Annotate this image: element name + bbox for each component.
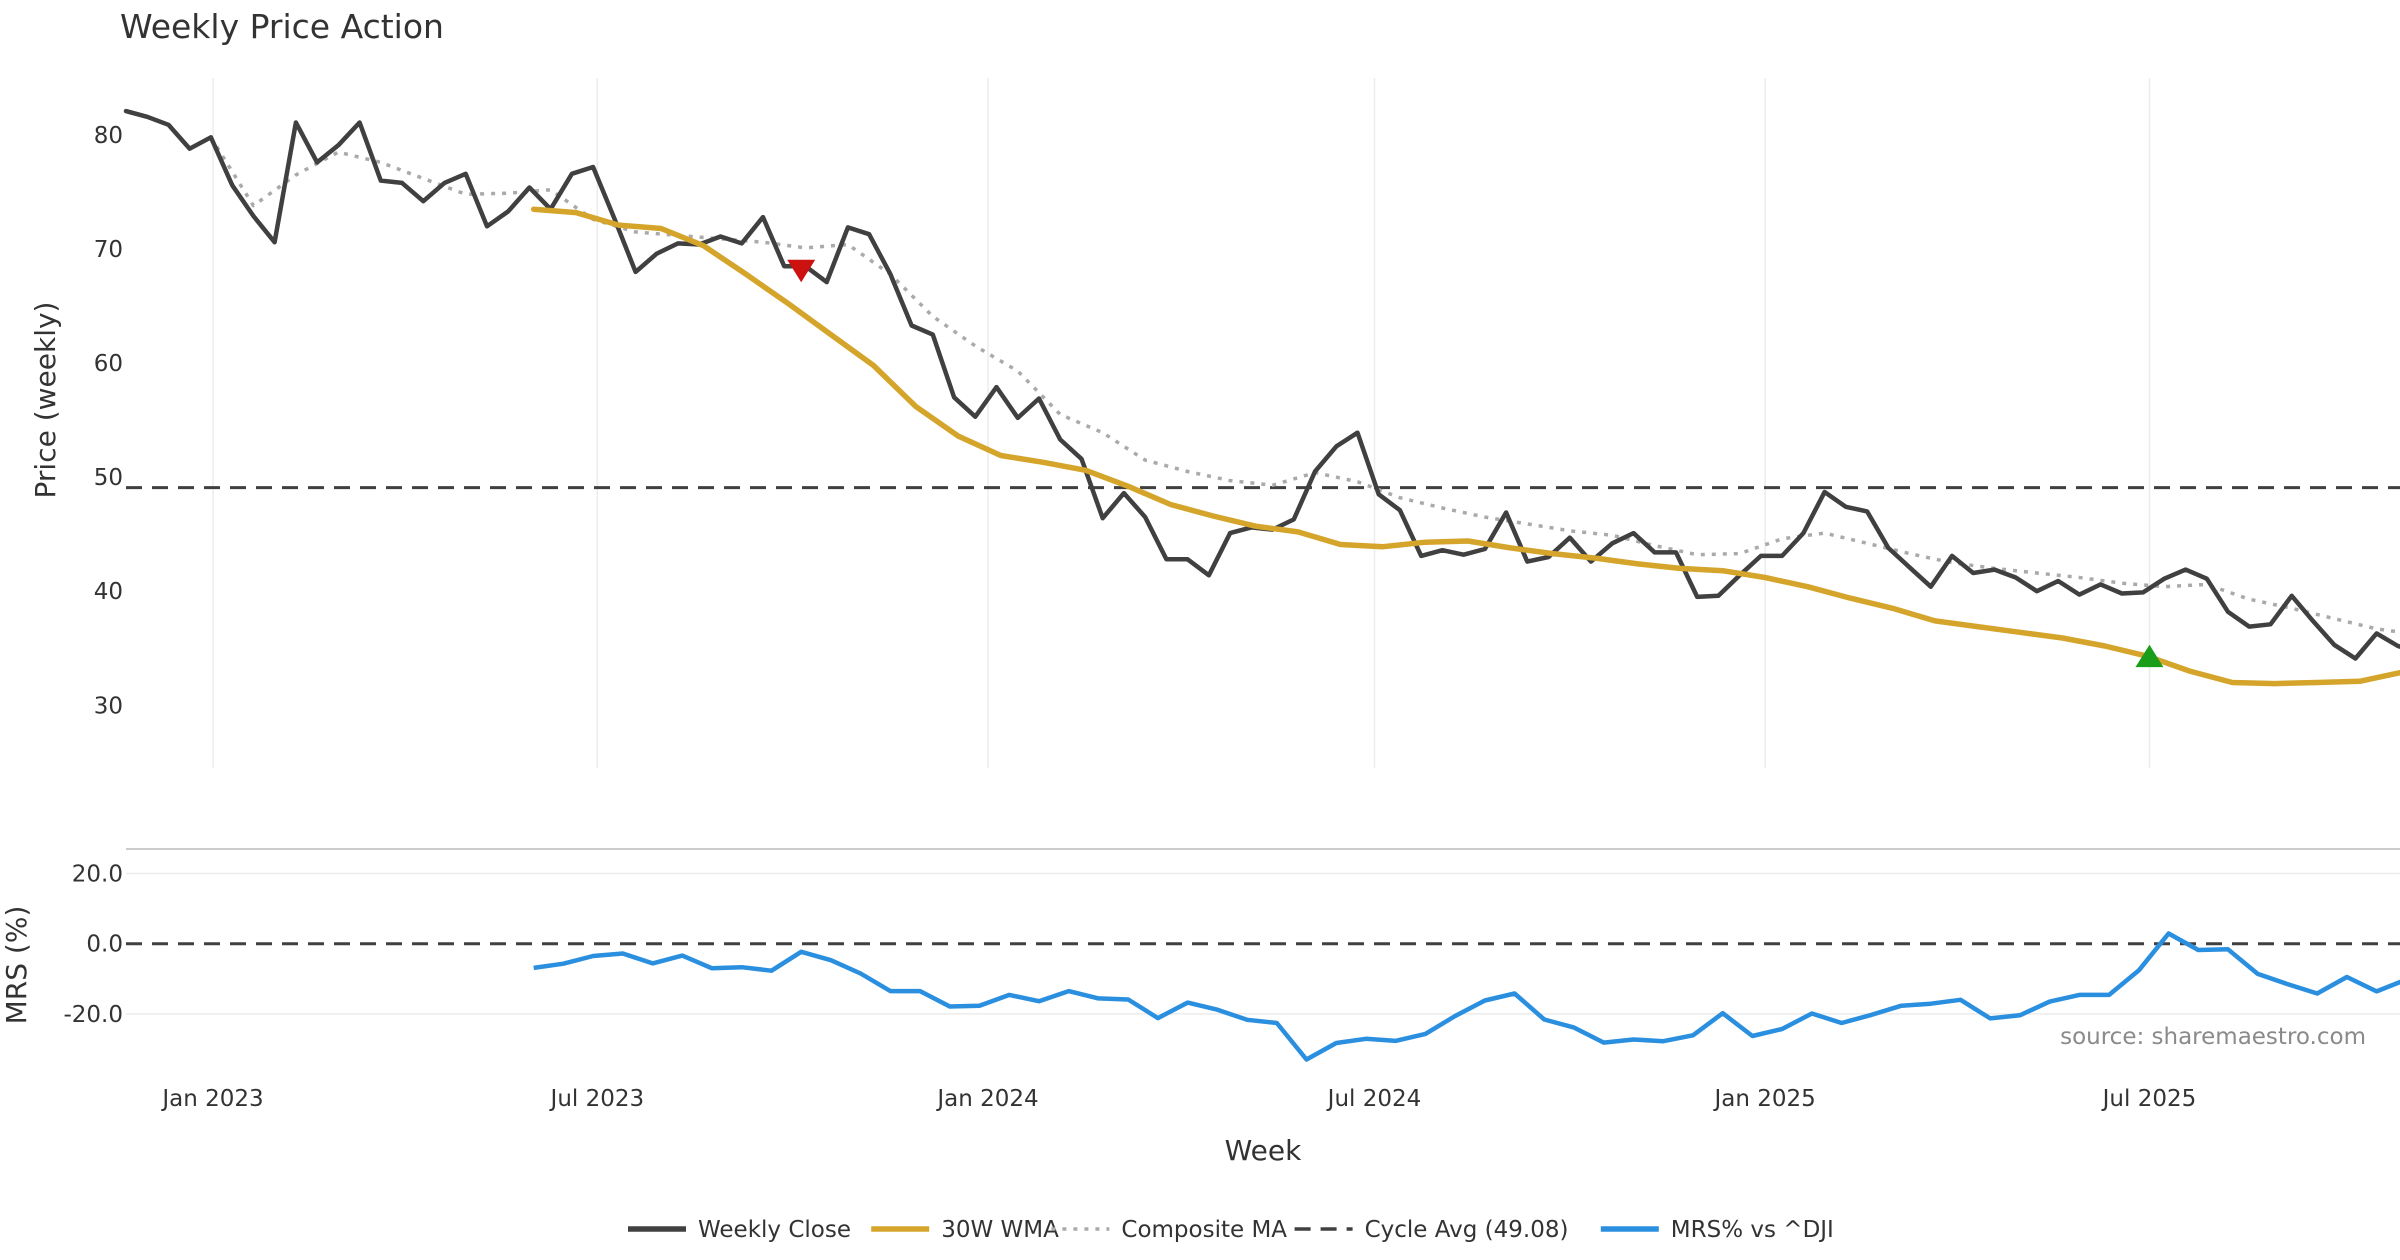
x-ticks: Jan 2023 Jul 2023 Jan 2024 Jul 2024 Jan 2025… <box>160 1086 2196 1112</box>
x-tick-label: Jul 2024 <box>1326 1086 1422 1112</box>
mrs-y-tick-label: -20.0 <box>63 1002 123 1028</box>
mrs-y-tick-label: 0.0 <box>86 932 123 958</box>
legend-label: Composite MA <box>1121 1217 1287 1243</box>
mrs-y-ticks: 20.0 0.0 -20.0 <box>63 862 123 1028</box>
legend-item-mrs-vs-dji: MRS% vs ^DJI <box>1600 1217 1834 1243</box>
price-y-tick-label: 60 <box>94 351 123 377</box>
mrs-series <box>126 931 2400 1062</box>
y-axis-label-mrs: MRS (%) <box>0 906 33 1025</box>
series-mrs-vs-dji <box>533 931 2400 1062</box>
buy-signal-marker <box>2135 644 2164 668</box>
x-tick-label: Jul 2025 <box>2101 1086 2197 1112</box>
chart-title: Weekly Price Action <box>120 7 444 46</box>
price-y-tick-label: 70 <box>94 237 123 263</box>
price-y-tick-label: 30 <box>94 693 123 719</box>
y-axis-label-price: Price (weekly) <box>29 302 62 499</box>
legend-item-composite-ma: Composite MA <box>1051 1217 1287 1243</box>
series-composite-ma <box>209 136 2400 634</box>
x-axis-label: Week <box>1225 1134 1302 1167</box>
x-tick-label: Jan 2025 <box>1712 1086 1815 1112</box>
price-y-tick-label: 40 <box>94 579 123 605</box>
legend-item-weekly-close: Weekly Close <box>628 1217 851 1243</box>
price-series <box>123 108 2400 687</box>
mrs-y-tick-label: 20.0 <box>72 862 123 888</box>
legend-label: MRS% vs ^DJI <box>1671 1217 1834 1243</box>
legend: Weekly Close 30W WMA Composite MA Cycle Avg… <box>628 1217 1834 1243</box>
price-y-tick-label: 80 <box>94 123 123 149</box>
source-credit: source: sharemaestro.com <box>2060 1024 2366 1050</box>
legend-item-cycle-avg-49-08: Cycle Avg (49.08) <box>1294 1217 1569 1243</box>
legend-label: Weekly Close <box>698 1217 851 1243</box>
price-y-ticks: 30 40 50 60 70 80 <box>94 123 123 719</box>
x-tick-label: Jan 2023 <box>160 1086 263 1112</box>
x-tick-label: Jan 2024 <box>935 1086 1038 1112</box>
price-y-tick-label: 50 <box>94 465 123 491</box>
sell-signal-marker <box>787 259 816 283</box>
series-weekly-close <box>123 108 2400 661</box>
series-30w-wma <box>530 206 2400 687</box>
legend-label: 30W WMA <box>941 1217 1059 1243</box>
legend-label: Cycle Avg (49.08) <box>1365 1217 1569 1243</box>
price-grid <box>212 78 2151 768</box>
x-tick-label: Jul 2023 <box>549 1086 645 1112</box>
signal-markers <box>787 259 2164 668</box>
legend-item-30w-wma: 30W WMA <box>871 1217 1059 1243</box>
